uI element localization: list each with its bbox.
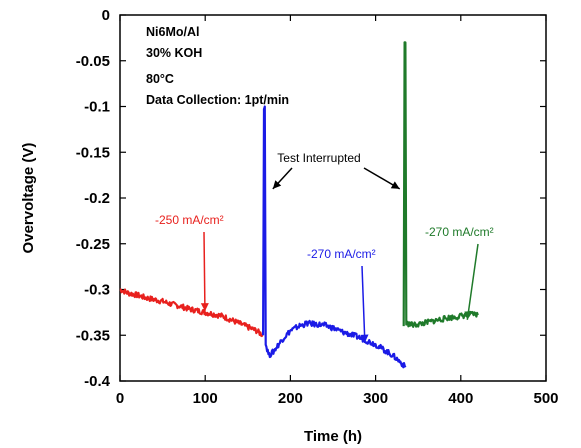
- y-tick-label: -0.2: [84, 190, 110, 207]
- annotation-arrow-blue-head: [360, 334, 369, 343]
- y-axis-label: Overvoltage (V): [20, 143, 37, 254]
- y-tick-label: -0.25: [76, 236, 110, 253]
- x-tick-label: 300: [363, 390, 388, 407]
- series-line-2: [262, 105, 407, 369]
- annotation-label-red: -250 mA/cm²: [155, 213, 224, 227]
- series-line-1: [119, 288, 264, 338]
- annotation-arrow-green: [466, 243, 479, 320]
- info-line-material: Ni6Mo/Al: [146, 25, 199, 39]
- annotation-label-green: -270 mA/cm²: [425, 225, 494, 239]
- annotation-arrow-blue: [361, 265, 366, 343]
- info-line-temperature: 80°C: [146, 72, 174, 86]
- x-tick-label: 100: [193, 390, 218, 407]
- info-line-electrolyte: 30% KOH: [146, 46, 202, 60]
- annotation-label-blue: -270 mA/cm²: [307, 247, 376, 261]
- y-tick-label: -0.15: [76, 144, 110, 161]
- series-line-3: [402, 41, 479, 328]
- x-tick-label: 200: [278, 390, 303, 407]
- x-tick-label: 500: [533, 390, 558, 407]
- annotation-arrow-red-head: [200, 303, 209, 312]
- info-line-collection: Data Collection: 1pt/min: [146, 93, 289, 107]
- x-axis-label: Time (h): [304, 428, 362, 445]
- annotation-arrow-interrupted-right-head: [390, 181, 400, 189]
- y-tick-label: -0.35: [76, 327, 110, 344]
- annotation-label-test-interrupted: Test Interrupted: [277, 151, 360, 165]
- y-tick-label: -0.3: [84, 282, 110, 299]
- y-tick-label: 0: [102, 7, 110, 24]
- annotation-arrow-red: [203, 231, 206, 312]
- annotation-arrow-green-head: [464, 311, 473, 320]
- y-tick-label: -0.1: [84, 99, 110, 116]
- y-tick-label: -0.05: [76, 53, 110, 70]
- y-tick-label: -0.4: [84, 373, 111, 390]
- x-tick-label: 0: [116, 390, 124, 407]
- x-tick-label: 400: [448, 390, 473, 407]
- annotation-arrow-interrupted-left-head: [272, 180, 282, 189]
